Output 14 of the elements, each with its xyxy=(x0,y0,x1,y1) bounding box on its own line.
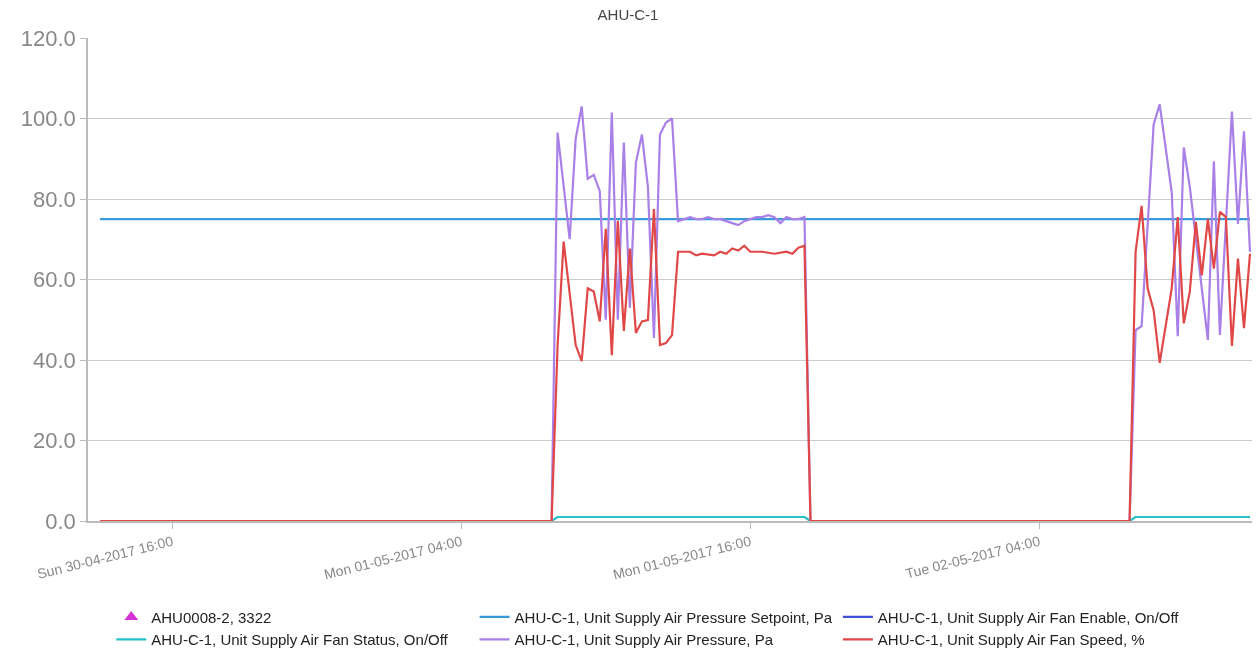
y-tick-label: 100.0 xyxy=(20,106,76,132)
legend-label: AHU-C-1, Unit Supply Air Pressure Setpoint, Pa xyxy=(514,608,833,626)
y-tick-label: 60.0 xyxy=(33,267,76,293)
y-tick-label: 20.0 xyxy=(33,428,76,454)
y-tick-label: 80.0 xyxy=(33,186,76,212)
legend-label: AHU-C-1, Unit Supply Air Fan Status, On/Off xyxy=(151,631,449,649)
legend-label: AHU-C-1, Unit Supply Air Fan Speed, % xyxy=(877,631,1145,649)
y-tick-label: 120.0 xyxy=(20,25,76,51)
y-tick-label: 0.0 xyxy=(45,508,76,534)
legend-label: AHU-C-1, Unit Supply Air Pressure, Pa xyxy=(514,631,774,649)
legend-label: AHU0008-2, 3322 xyxy=(151,608,272,626)
chart-title: AHU-C-1 xyxy=(597,6,659,24)
y-tick-label: 40.0 xyxy=(33,347,76,373)
legend-label: AHU-C-1, Unit Supply Air Fan Enable, On/Off xyxy=(877,608,1180,626)
